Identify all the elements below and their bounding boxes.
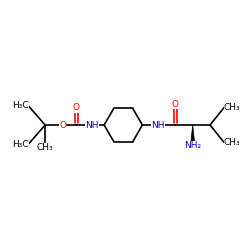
- Text: H₃C: H₃C: [12, 102, 28, 110]
- Text: O: O: [73, 103, 80, 112]
- Text: NH₂: NH₂: [184, 141, 201, 150]
- Text: CH₃: CH₃: [37, 143, 54, 152]
- Text: H₃C: H₃C: [12, 140, 28, 148]
- Text: O: O: [172, 100, 179, 109]
- Text: NH: NH: [151, 120, 165, 130]
- Text: CH₃: CH₃: [224, 103, 240, 112]
- Text: O: O: [59, 120, 66, 130]
- Text: CH₃: CH₃: [224, 138, 240, 147]
- Text: NH: NH: [85, 120, 99, 130]
- Polygon shape: [191, 125, 195, 144]
